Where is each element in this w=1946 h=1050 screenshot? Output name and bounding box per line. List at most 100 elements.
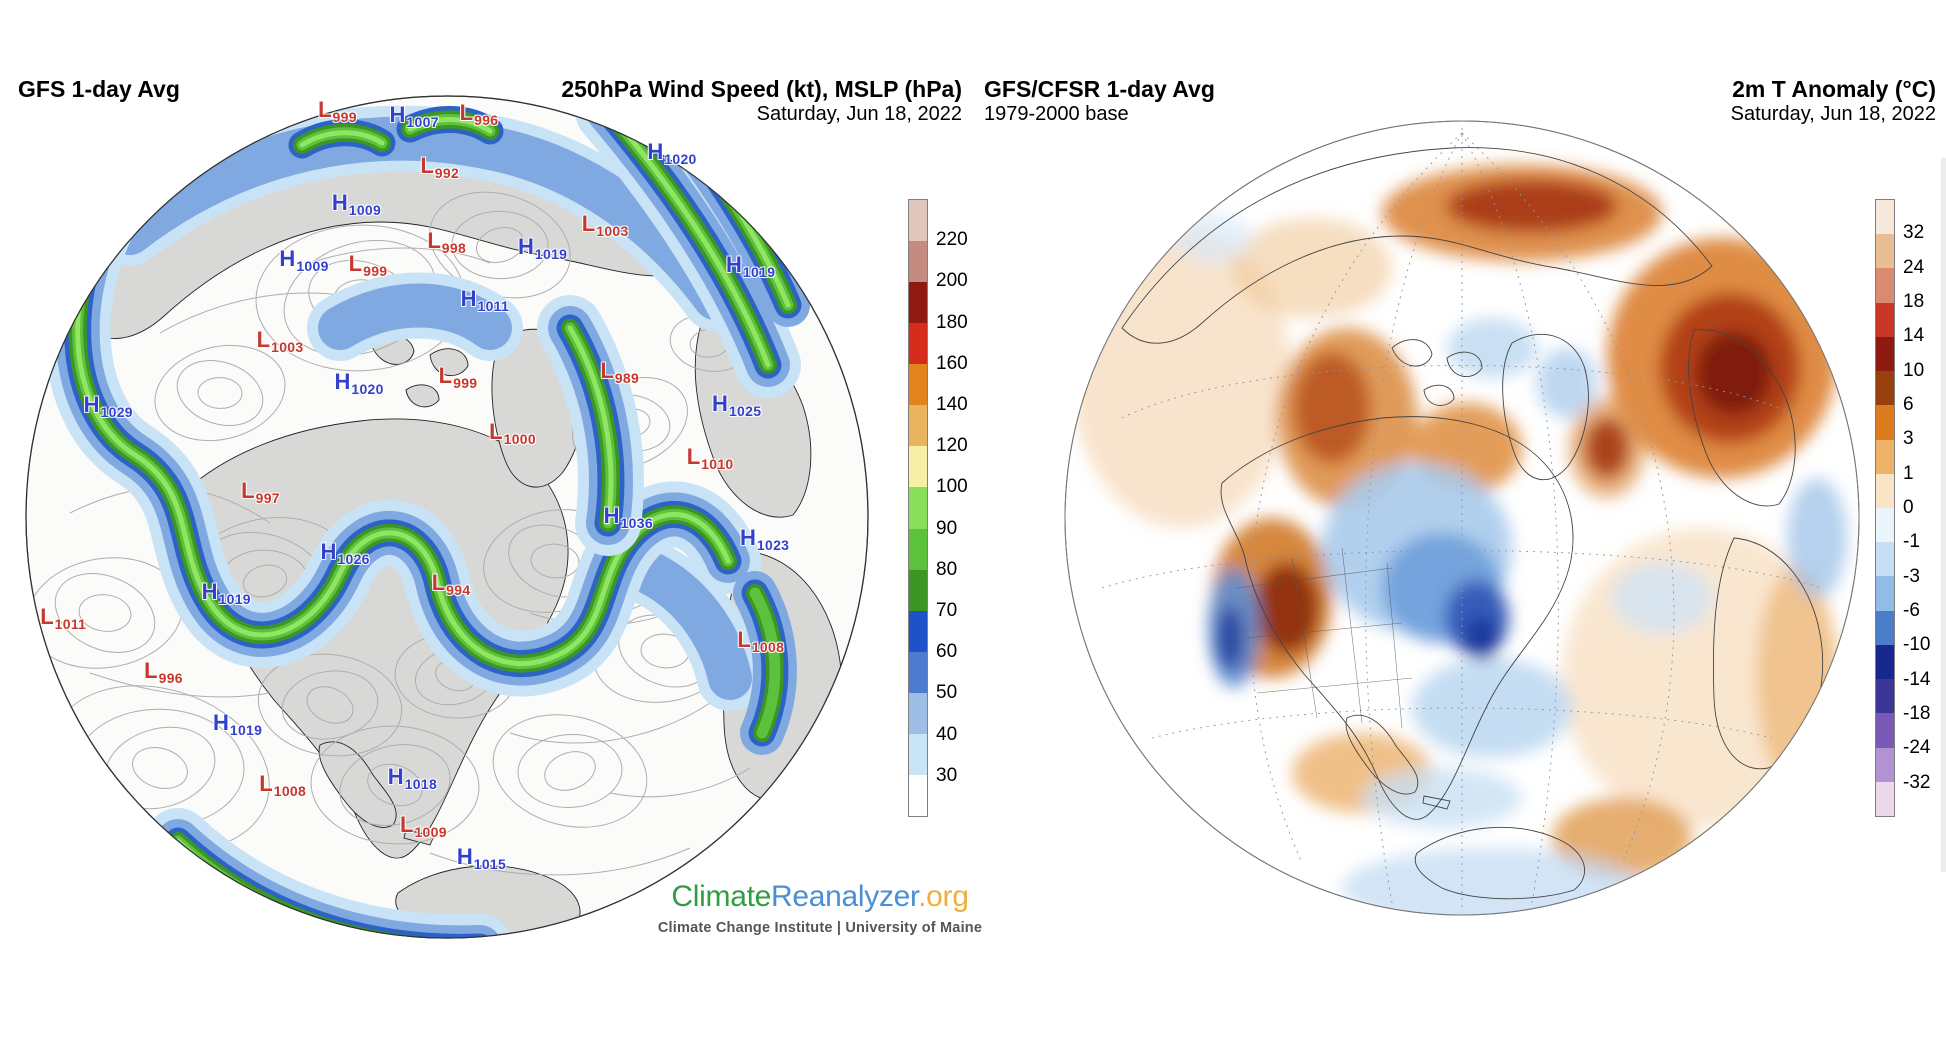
- colorbar-segment: [1876, 610, 1894, 645]
- colorbar-segment: [1876, 507, 1894, 543]
- pressure-labels-layer: L999 H1007 L996 L992 H1009 H1020 L1003 L998 H101…: [10, 93, 884, 941]
- coastlines: [1121, 147, 1824, 900]
- pressure-label-h-1025: H1025: [712, 391, 762, 420]
- colorbar-segment: [1876, 302, 1894, 337]
- us-state-borders: [1236, 547, 1413, 729]
- pressure-label-h-1020: H1020: [334, 369, 384, 398]
- right-map-title: 2m T Anomaly (°C): [1732, 76, 1936, 102]
- colorbar-segment: [1876, 234, 1894, 269]
- colorbar-segment: [1876, 747, 1894, 782]
- colorbar-segment: [1876, 781, 1894, 816]
- pressure-label-l-1009: L1009: [400, 811, 447, 840]
- pressure-label-h-1009: H1009: [279, 246, 329, 275]
- temp-anomaly-globe-graphic: [1064, 120, 1860, 916]
- colorbar-tick-label: -24: [1903, 737, 1931, 759]
- colorbar-segment: [909, 610, 927, 652]
- pressure-label-l-997: L997: [241, 477, 280, 506]
- pressure-label-l-992: L992: [420, 152, 460, 181]
- colorbar-segment: [909, 282, 927, 324]
- colorbar-tick-label: 30: [936, 764, 958, 786]
- colorbar-tick-label: 200: [936, 270, 968, 292]
- colorbar-tick-label: -10: [1903, 634, 1931, 656]
- pressure-label-h-1036: H1036: [603, 503, 653, 532]
- pressure-label-h-1020: H1020: [647, 139, 697, 168]
- colorbar-tick-label: 180: [936, 311, 968, 333]
- logo-reanalyzer-text: Reanalyzer: [771, 880, 919, 913]
- pressure-label-h-1019: H1019: [201, 578, 251, 607]
- colorbar-segment: [909, 651, 927, 693]
- colorbar-tick-label: 80: [936, 558, 958, 580]
- colorbar-tick-label: 0: [1903, 497, 1914, 518]
- colorbar-tick-label: 3: [1903, 428, 1914, 450]
- colorbar-tick-label: 14: [1903, 325, 1925, 347]
- colorbar-tick-label: 60: [936, 641, 958, 663]
- pressure-label-h-1019: H1019: [726, 252, 776, 281]
- colorbar-tick-label: -18: [1903, 703, 1931, 724]
- temp-anomaly-colorbar-scale: [1875, 199, 1895, 817]
- colorbar-tick-label: 90: [936, 517, 958, 539]
- colorbar-tick-label: 18: [1903, 291, 1925, 312]
- pressure-label-h-1019: H1019: [212, 710, 263, 739]
- colorbar-segment: [909, 569, 927, 611]
- pressure-label-l-999: L999: [438, 363, 478, 392]
- colorbar-tick-label: -3: [1903, 565, 1920, 587]
- colorbar-tick-label: 40: [936, 723, 958, 745]
- left-map-title: 250hPa Wind Speed (kt), MSLP (hPa): [561, 76, 962, 102]
- pressure-label-h-1019: H1019: [518, 234, 568, 263]
- pressure-label-l-996: L996: [144, 658, 183, 687]
- pressure-label-l-994: L994: [431, 570, 471, 599]
- wind-mslp-globe-graphic: [25, 95, 869, 939]
- pressure-label-h-1018: H1018: [387, 764, 438, 793]
- globe-rim: [1064, 120, 1860, 916]
- colorbar-segment: [1876, 200, 1894, 235]
- colorbar-segment: [909, 487, 927, 529]
- climate-reanalyzer-logo[interactable]: ClimateReanalyzer.org: [570, 880, 1070, 914]
- colorbar-segment: [909, 774, 927, 816]
- pressure-label-h-1029: H1029: [83, 392, 133, 421]
- pressure-label-l-1008: L1008: [737, 626, 785, 655]
- pressure-label-h-1023: H1023: [740, 525, 790, 554]
- colorbar-segment: [909, 528, 927, 570]
- pressure-label-l-1003: L1003: [256, 326, 304, 355]
- left-map-date: Saturday, Jun 18, 2022: [756, 103, 962, 126]
- colorbar-tick-label: -14: [1903, 668, 1931, 690]
- colorbar-segment: [909, 364, 927, 406]
- left-model-label: GFS 1-day Avg: [18, 76, 180, 102]
- colorbar-segment: [1876, 268, 1894, 303]
- colorbar-segment: [1876, 542, 1894, 577]
- colorbar-tick-label: 24: [1903, 256, 1925, 278]
- right-edge-strip: [1941, 158, 1946, 872]
- pressure-label-l-996: L996: [459, 100, 499, 129]
- colorbar-tick-label: 50: [936, 682, 958, 704]
- pressure-label-l-999: L999: [348, 251, 388, 280]
- pressure-label-l-1003: L1003: [581, 210, 629, 239]
- colorbar-segment: [1876, 405, 1894, 440]
- colorbar-tick-label: 1: [1903, 462, 1914, 484]
- colorbar-segment: [1876, 576, 1894, 611]
- pressure-label-l-1000: L1000: [489, 419, 536, 448]
- wind-speed-colorbar-ticks: 220 200 180 160 140 120 100 90 80 70 60 50 40 30: [936, 199, 988, 817]
- wind-speed-colorbar-scale: [908, 199, 928, 817]
- colorbar-tick-label: 160: [936, 352, 968, 374]
- colorbar-tick-label: 10: [1903, 359, 1925, 381]
- colorbar-segment: [1876, 473, 1894, 508]
- colorbar-tick-label: 120: [936, 435, 968, 457]
- right-map-date: Saturday, Jun 18, 2022: [1730, 103, 1936, 126]
- pressure-label-h-1009: H1009: [331, 190, 382, 219]
- branding-block: ClimateReanalyzer.org Climate Change Ins…: [570, 880, 1070, 936]
- colorbar-segment: [1876, 371, 1894, 406]
- colorbar-tick-label: 70: [936, 600, 958, 621]
- right-title-block: 2m T Anomaly (°C) Saturday, Jun 18, 2022: [1536, 76, 1936, 126]
- colorbar-segment: [1876, 713, 1894, 748]
- pressure-label-l-989: L989: [600, 358, 640, 387]
- logo-org-text: .org: [918, 880, 969, 913]
- colorbar-tick-label: -32: [1903, 771, 1931, 793]
- wind-mslp-globe: L999 H1007 L996 L992 H1009 H1020 L1003 L998 H101…: [10, 93, 884, 941]
- temp-anomaly-colorbar-ticks: 32 24 18 14 10 6 3 1 0 -1 -3 -6 -10 -14 -18 -24 -32: [1903, 199, 1946, 817]
- colorbar-segment: [909, 405, 927, 447]
- pressure-label-l-998: L998: [427, 228, 467, 257]
- temp-anomaly-globe: [1062, 118, 1862, 918]
- colorbar-segment: [909, 241, 927, 283]
- colorbar-segment: [909, 733, 927, 775]
